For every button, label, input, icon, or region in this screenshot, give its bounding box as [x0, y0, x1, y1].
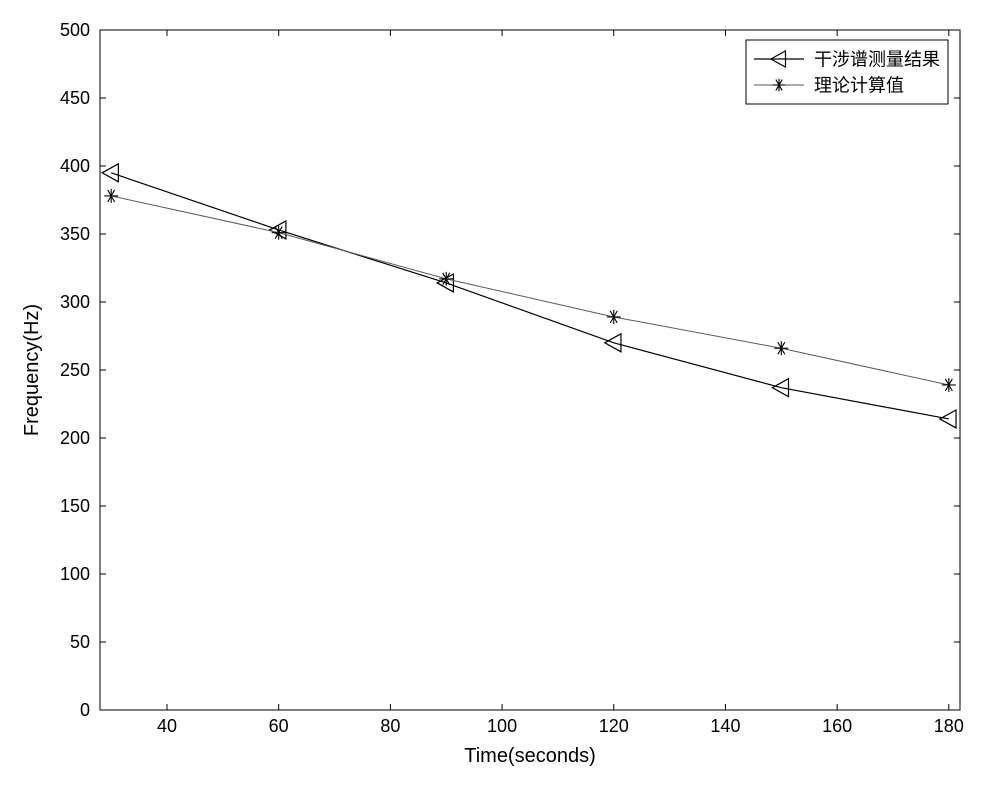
svg-text:150: 150: [60, 496, 90, 516]
line-chart: 40 60 80 100 120 140 160 180 0 50 100 150 200 250 300 3…: [0, 0, 1000, 796]
svg-text:100: 100: [487, 716, 517, 736]
svg-text:500: 500: [60, 20, 90, 40]
svg-text:300: 300: [60, 292, 90, 312]
svg-text:140: 140: [710, 716, 740, 736]
svg-text:160: 160: [822, 716, 852, 736]
svg-text:0: 0: [80, 700, 90, 720]
svg-text:60: 60: [269, 716, 289, 736]
svg-text:80: 80: [380, 716, 400, 736]
svg-text:450: 450: [60, 88, 90, 108]
svg-text:50: 50: [70, 632, 90, 652]
svg-text:180: 180: [934, 716, 964, 736]
x-axis-label: Time(seconds): [464, 745, 596, 767]
chart-container: 40 60 80 100 120 140 160 180 0 50 100 150 200 250 300 3…: [0, 0, 1000, 796]
legend-label-theoretical: 理论计算值: [814, 75, 904, 95]
svg-text:250: 250: [60, 360, 90, 380]
svg-text:200: 200: [60, 428, 90, 448]
svg-text:40: 40: [157, 716, 177, 736]
svg-text:400: 400: [60, 156, 90, 176]
svg-text:100: 100: [60, 564, 90, 584]
svg-text:350: 350: [60, 224, 90, 244]
svg-text:120: 120: [599, 716, 629, 736]
legend-label-measured: 干涉谱测量结果: [814, 49, 940, 69]
y-axis-label: Frequency(Hz): [21, 304, 43, 436]
